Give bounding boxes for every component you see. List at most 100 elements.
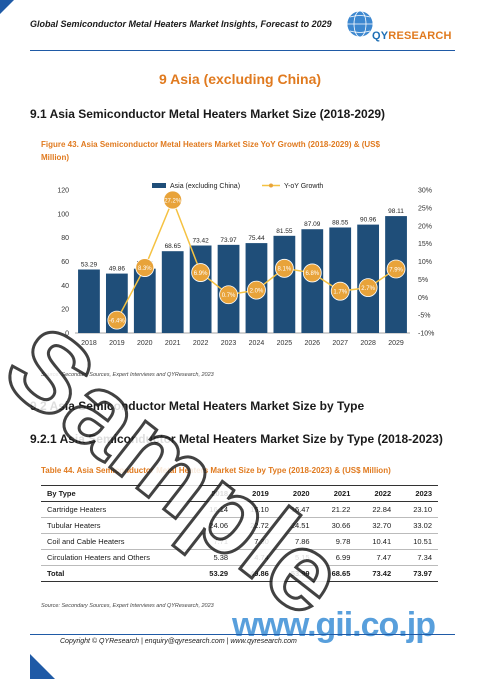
table-cell: 22.72 bbox=[234, 517, 275, 534]
section-title: 9 Asia (excluding China) bbox=[158, 71, 322, 87]
x-tick-label: 2027 bbox=[332, 340, 348, 347]
table-header-year: 2020 bbox=[274, 485, 316, 502]
table-cell: 7.34 bbox=[397, 549, 438, 566]
y-left-tick-label: 80 bbox=[61, 235, 69, 242]
table-cell: 53.29 bbox=[193, 565, 235, 582]
chart-bar bbox=[189, 245, 212, 333]
growth-value-label: 8.3% bbox=[138, 266, 152, 272]
table-cell: 23.10 bbox=[397, 501, 438, 518]
logo-research: RESEARCH bbox=[388, 30, 452, 42]
y-left-tick-label: 120 bbox=[57, 188, 69, 195]
table-header-row: By Type 2018 2019 2020 2021 2022 2023 bbox=[41, 485, 438, 502]
footer-divider bbox=[30, 634, 455, 635]
table-cell: 10.41 bbox=[356, 533, 398, 550]
legend-line-marker bbox=[269, 183, 273, 188]
table-row: Tubular Heaters 24.06 22.72 24.51 30.66 32.70… bbox=[41, 517, 438, 534]
table-caption: Table 44. Asia Semiconductor Metal Heate… bbox=[41, 466, 391, 475]
table-cell: 30.66 bbox=[315, 517, 357, 534]
table-cell: 16.47 bbox=[274, 501, 316, 518]
qyresearch-logo bbox=[346, 10, 374, 38]
table-cell: 24.06 bbox=[193, 517, 235, 534]
x-tick-label: 2021 bbox=[165, 340, 181, 347]
growth-point bbox=[302, 263, 322, 283]
bar-value-label: 68.65 bbox=[165, 243, 182, 250]
bar-value-label: 73.97 bbox=[220, 237, 237, 244]
bar-value-label: 90.96 bbox=[360, 217, 377, 224]
x-tick-label: 2020 bbox=[137, 340, 153, 347]
table-cell: 53.99 bbox=[274, 565, 316, 582]
table-cell: 7.30 bbox=[234, 533, 275, 550]
table-cell: 21.22 bbox=[315, 501, 357, 518]
table-header-year: 2019 bbox=[234, 485, 275, 502]
table-cell: 22.84 bbox=[356, 501, 398, 518]
bar-value-label: 88.55 bbox=[332, 219, 349, 226]
table-cell: 4.74 bbox=[234, 549, 275, 566]
table-cell: 32.70 bbox=[356, 517, 398, 534]
table-cell: 7.71 bbox=[193, 533, 235, 550]
y-left-tick-label: 60 bbox=[61, 259, 69, 266]
chart-bar bbox=[161, 251, 184, 333]
y-left-tick-label: 0 bbox=[65, 331, 69, 338]
growth-value-label: 1.7% bbox=[333, 289, 347, 295]
header-divider bbox=[30, 50, 455, 51]
growth-point bbox=[386, 259, 406, 279]
x-tick-label: 2018 bbox=[81, 340, 97, 347]
bar-value-label: 53.29 bbox=[81, 261, 98, 268]
table-cell: 24.51 bbox=[274, 517, 316, 534]
growth-value-label: 2.0% bbox=[250, 288, 264, 294]
legend-bar-swatch bbox=[152, 183, 166, 188]
growth-point bbox=[358, 278, 378, 297]
growth-value-label: 8.1% bbox=[278, 267, 292, 273]
gii-watermark-url: www.gii.co.jp bbox=[232, 606, 436, 644]
y-left-tick-label: 40 bbox=[61, 283, 69, 290]
x-tick-label: 2023 bbox=[221, 340, 237, 347]
report-title: Global Semiconductor Metal Heaters Marke… bbox=[30, 19, 332, 29]
x-tick-label: 2029 bbox=[388, 340, 404, 347]
chart-bar bbox=[273, 235, 296, 333]
logo-qy: QY bbox=[372, 30, 389, 42]
x-tick-label: 2025 bbox=[277, 340, 293, 347]
table-cell: 16.14 bbox=[193, 501, 235, 518]
market-size-by-type-table: By Type 2018 2019 2020 2021 2022 2023 Cartridg… bbox=[41, 485, 438, 582]
logo-wordmark: QYRESEARCH bbox=[372, 30, 452, 42]
table-cell: 7.47 bbox=[356, 549, 398, 566]
y-right-tick-label: 20% bbox=[418, 223, 432, 230]
legend-bar-label: Asia (excluding China) bbox=[170, 183, 240, 190]
x-tick-label: 2026 bbox=[305, 340, 321, 347]
growth-point bbox=[107, 310, 127, 330]
growth-point bbox=[247, 280, 266, 300]
growth-value-label: 27.2% bbox=[164, 198, 182, 204]
table-source: Source: Secondary Sources, Expert Interv… bbox=[41, 603, 214, 609]
subsection-title-9-2: 9.2 Asia Semiconductor Metal Heaters Mar… bbox=[30, 399, 365, 413]
table-cell: 73.42 bbox=[356, 565, 398, 582]
bar-value-label: 73.42 bbox=[192, 238, 209, 245]
bar-value-label: 75.44 bbox=[248, 235, 265, 242]
y-right-tick-label: 0% bbox=[418, 295, 428, 302]
legend-line-label: Y-oY Growth bbox=[284, 183, 323, 190]
growth-point bbox=[191, 263, 211, 282]
x-tick-label: 2022 bbox=[193, 340, 209, 347]
growth-value-label: 7.9% bbox=[389, 267, 403, 273]
growth-value-label: 6.8% bbox=[305, 271, 319, 277]
bar-value-label: 49.86 bbox=[109, 266, 126, 273]
subsection-title-9-1: 9.1 Asia Semiconductor Metal Heaters Mar… bbox=[30, 107, 386, 121]
table-row-label: Total bbox=[41, 565, 194, 582]
y-right-tick-label: 30% bbox=[418, 188, 432, 195]
table-row-label: Cartridge Heaters bbox=[41, 501, 194, 518]
corner-decoration bbox=[0, 0, 14, 14]
y-right-tick-label: 5% bbox=[418, 277, 428, 284]
table-cell: 5.15 bbox=[274, 549, 316, 566]
table-header-year: 2022 bbox=[356, 485, 398, 502]
footer-corner-decoration bbox=[30, 654, 55, 679]
growth-point bbox=[330, 281, 350, 301]
bar-value-label: 81.55 bbox=[276, 228, 293, 235]
figure-source: Source: Secondary Sources, Expert Interv… bbox=[41, 372, 214, 378]
y-left-tick-label: 100 bbox=[57, 211, 69, 218]
growth-point bbox=[219, 285, 238, 305]
table-cell: 15.10 bbox=[234, 501, 275, 518]
x-tick-label: 2019 bbox=[109, 340, 125, 347]
table-cell: 9.78 bbox=[315, 533, 357, 550]
chart-bar bbox=[329, 227, 352, 333]
y-right-tick-label: 10% bbox=[418, 259, 432, 266]
y-right-tick-label: -10% bbox=[418, 331, 434, 338]
